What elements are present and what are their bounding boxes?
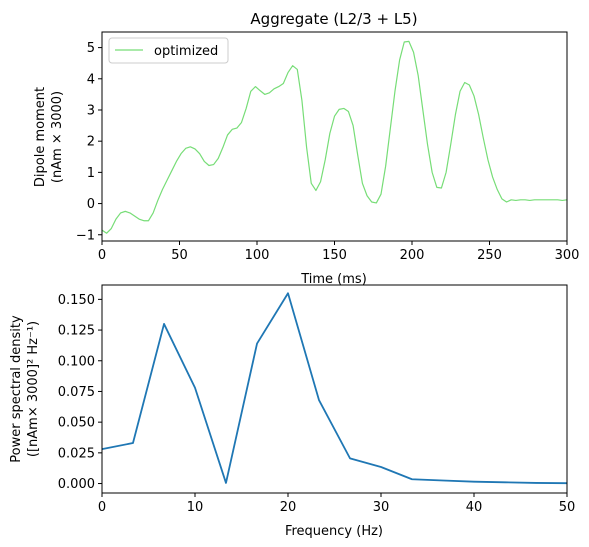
dipole-chart-title: Aggregate (L2/3 + L5) [250,10,417,28]
dipole-chart: Aggregate (L2/3 + L5) 0 50 100 150 200 250 300… [33,10,579,287]
dipole-x-ticks: 0 50 100 150 200 250 300 [98,241,580,263]
dipole-y-tick-label: 4 [87,72,95,87]
dipole-x-tick-label: 150 [322,248,347,263]
dipole-x-tick-label: 200 [400,248,425,263]
dipole-y-tick-label: 3 [87,103,95,118]
psd-x-tick-label: 20 [280,500,297,515]
dipole-x-tick-label: 0 [98,248,106,263]
dipole-y-tick-label: −1 [76,228,95,243]
psd-chart: 0 10 20 30 40 50 0.000 0.025 0.050 0.075 0.100 0.1… [9,284,575,539]
legend-label-optimized: optimized [154,44,218,59]
dipole-y-tick-label: 5 [87,41,95,56]
dipole-x-tick-label: 50 [171,248,188,263]
psd-x-tick-label: 0 [98,500,106,515]
dipole-x-tick-label: 250 [477,248,502,263]
psd-y-tick-label: 0.100 [58,354,95,369]
dipole-x-tick-label: 100 [245,248,270,263]
psd-y-tick-label: 0.150 [58,293,95,308]
psd-series-line-0 [101,292,568,485]
legend-box [108,37,229,64]
dipole-y-axis-label-line2: (nAm × 3000) [50,91,65,183]
dipole-y-axis-label-line1: Dipole moment [33,87,48,187]
psd-y-axis-label-line2: ([nAm× 3000]² Hz⁻¹) [26,321,41,457]
psd-x-tick-label: 10 [187,500,204,515]
psd-series-group [101,292,568,485]
psd-x-tick-label: 30 [373,500,390,515]
psd-x-axis-label: Frequency (Hz) [285,524,383,539]
dipole-y-ticks: −1 0 1 2 3 4 5 [76,41,102,243]
psd-y-tick-label: 0.000 [58,477,95,492]
dipole-y-tick-label: 0 [87,197,95,212]
psd-y-tick-label: 0.075 [58,385,95,400]
psd-x-ticks: 0 10 20 30 40 50 [98,493,575,515]
psd-x-tick-label: 50 [559,500,576,515]
psd-y-tick-label: 0.050 [58,416,95,431]
psd-y-tick-label: 0.125 [58,324,95,339]
psd-plot-frame [101,284,568,494]
psd-x-tick-label: 40 [466,500,483,515]
dipole-series-group [101,40,568,234]
dipole-x-axis-label: Time (ms) [300,272,367,287]
dipole-x-tick-label: 300 [555,248,580,263]
psd-y-tick-label: 0.025 [58,446,95,461]
psd-y-ticks: 0.000 0.025 0.050 0.075 0.100 0.125 0.150 [58,293,102,492]
dipole-series-line-0 [101,40,568,234]
dipole-y-tick-label: 1 [87,166,95,181]
dipole-legend: optimized [108,37,229,64]
psd-y-axis-label-line1: Power spectral density [9,315,24,463]
dipole-y-tick-label: 2 [87,135,95,150]
